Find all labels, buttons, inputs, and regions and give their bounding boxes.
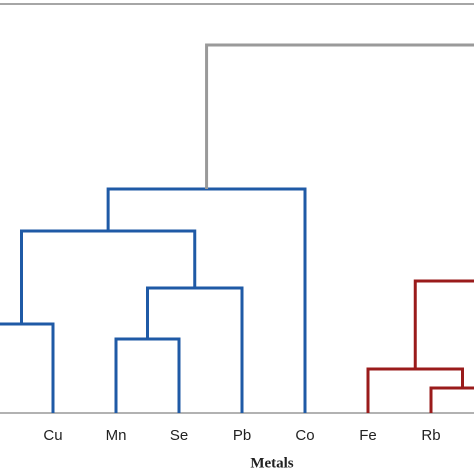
dendrogram-link [0,322,55,413]
dendrogram-link [146,286,244,413]
dendrogram-link [413,279,474,369]
leaf-label: Fe [359,427,377,444]
leaf-label: Rb [421,427,440,444]
leaf-label: Co [295,427,314,444]
dendrogram-link [205,43,474,189]
leaf-label: Mn [106,427,127,444]
dendrogram-link [366,367,464,413]
x-axis-title: Metals [250,455,293,471]
leaf-label: Cu [43,427,62,444]
leaf-label: Se [170,427,188,444]
leaf-label: Pb [233,427,251,444]
dendrogram-link [429,386,474,413]
dendrogram-link [114,337,181,413]
dendrogram-link [20,229,197,324]
dendrogram-link [106,187,307,413]
